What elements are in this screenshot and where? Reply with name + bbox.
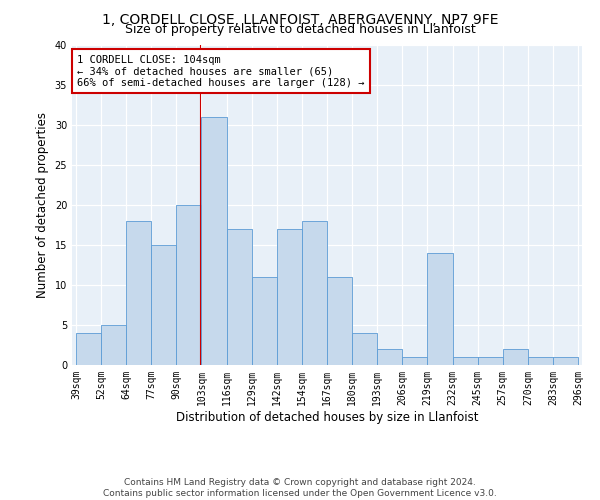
Bar: [528, 357, 553, 365]
Bar: [352, 333, 377, 365]
Bar: [202, 117, 227, 365]
Bar: [302, 221, 327, 365]
Bar: [126, 221, 151, 365]
Bar: [76, 333, 101, 365]
Bar: [176, 205, 202, 365]
Bar: [277, 229, 302, 365]
Bar: [377, 349, 403, 365]
Bar: [427, 253, 452, 365]
Bar: [251, 277, 277, 365]
Bar: [503, 349, 528, 365]
Bar: [403, 357, 427, 365]
Text: Contains HM Land Registry data © Crown copyright and database right 2024.
Contai: Contains HM Land Registry data © Crown c…: [103, 478, 497, 498]
Bar: [478, 357, 503, 365]
Bar: [101, 325, 126, 365]
Bar: [327, 277, 352, 365]
Bar: [151, 245, 176, 365]
Y-axis label: Number of detached properties: Number of detached properties: [36, 112, 49, 298]
Text: Size of property relative to detached houses in Llanfoist: Size of property relative to detached ho…: [125, 24, 475, 36]
Text: 1 CORDELL CLOSE: 104sqm
← 34% of detached houses are smaller (65)
66% of semi-de: 1 CORDELL CLOSE: 104sqm ← 34% of detache…: [77, 54, 365, 88]
X-axis label: Distribution of detached houses by size in Llanfoist: Distribution of detached houses by size …: [176, 410, 478, 424]
Bar: [452, 357, 478, 365]
Bar: [227, 229, 251, 365]
Text: 1, CORDELL CLOSE, LLANFOIST, ABERGAVENNY, NP7 9FE: 1, CORDELL CLOSE, LLANFOIST, ABERGAVENNY…: [102, 12, 498, 26]
Bar: [553, 357, 578, 365]
